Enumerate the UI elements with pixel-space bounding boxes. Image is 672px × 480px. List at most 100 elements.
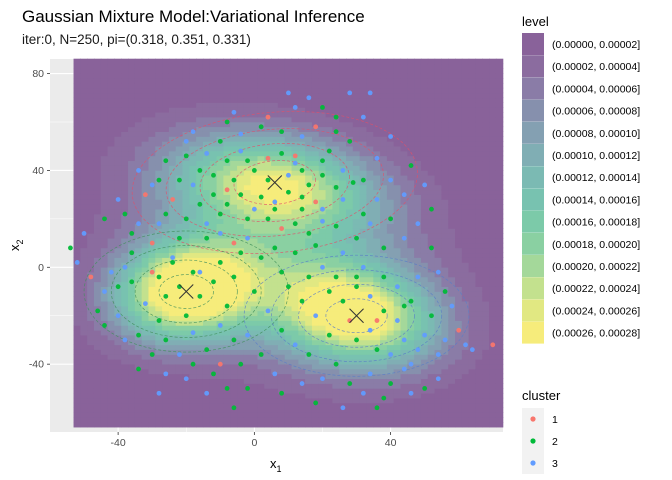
density-cell [434, 339, 442, 346]
density-cell [325, 402, 333, 409]
density-cell [202, 339, 211, 346]
density-cell [134, 359, 143, 365]
density-cell [373, 320, 381, 326]
data-point [347, 90, 353, 96]
density-cell [339, 320, 347, 326]
density-cell [291, 170, 299, 176]
density-cell [414, 184, 422, 191]
density-cell [448, 310, 456, 317]
density-cell [162, 189, 170, 195]
density-cell [448, 402, 456, 409]
density-cell [468, 247, 477, 254]
density-cell [284, 102, 293, 108]
density-cell [216, 257, 225, 263]
density-cell [134, 305, 143, 312]
density-cell [475, 252, 483, 258]
density-cell [420, 174, 429, 181]
density-cell [332, 305, 340, 312]
density-cell [482, 237, 490, 244]
density-cell [407, 325, 415, 331]
density-cell [162, 97, 170, 103]
data-point [374, 347, 380, 353]
density-cell [257, 160, 265, 166]
density-cell [291, 233, 299, 239]
density-cell [250, 145, 259, 152]
density-cell [441, 325, 449, 331]
density-cell [427, 359, 436, 365]
density-cell [311, 102, 320, 108]
data-point [367, 90, 373, 96]
density-cell [414, 378, 422, 384]
density-cell [284, 397, 293, 404]
density-cell [434, 329, 442, 336]
density-cell [216, 116, 225, 123]
density-cell [257, 78, 265, 84]
data-point [469, 347, 475, 353]
density-cell [168, 378, 177, 384]
density-cell [305, 68, 313, 74]
density-cell [332, 247, 340, 254]
density-cell [291, 320, 299, 326]
density-cell [264, 82, 272, 89]
density-cell [475, 320, 483, 326]
density-cell [455, 329, 463, 336]
density-cell [277, 373, 286, 380]
density-cell [100, 155, 109, 162]
density-cell [448, 150, 456, 157]
density-cell [128, 233, 136, 239]
density-cell [346, 223, 354, 229]
density-cell [230, 363, 238, 370]
data-point [292, 221, 298, 227]
density-cell [455, 208, 463, 215]
data-point [211, 192, 216, 198]
density-cell [366, 339, 374, 346]
density-cell [482, 252, 490, 258]
density-cell [305, 397, 313, 404]
density-cell [441, 126, 449, 132]
density-cell [346, 141, 354, 147]
density-cell [196, 116, 204, 123]
density-cell [475, 325, 483, 331]
density-cell [305, 92, 313, 99]
density-cell [155, 296, 163, 302]
density-cell [380, 68, 388, 74]
density-cell [461, 102, 470, 108]
density-cell [298, 296, 306, 302]
density-cell [107, 242, 116, 249]
density-cell [468, 165, 477, 171]
density-cell [414, 170, 422, 176]
density-cell [332, 291, 340, 297]
density-cell [73, 73, 81, 79]
density-cell [182, 97, 190, 103]
density-cell [230, 165, 238, 171]
density-cell [448, 184, 456, 191]
density-cell [271, 412, 279, 418]
density-cell [475, 218, 483, 225]
density-cell [346, 329, 354, 336]
density-cell [489, 349, 497, 355]
density-cell [298, 397, 306, 404]
density-cell [448, 305, 456, 312]
density-cell [489, 97, 497, 103]
density-cell [489, 262, 497, 268]
density-cell [427, 160, 436, 166]
density-cell [162, 373, 170, 380]
density-cell [107, 305, 116, 312]
density-cell [250, 300, 259, 307]
density-cell [196, 78, 204, 84]
density-cell [455, 383, 463, 389]
density-cell [332, 300, 340, 307]
density-cell [93, 300, 102, 307]
density-cell [407, 315, 415, 321]
density-cell [162, 315, 170, 321]
density-cell [427, 412, 436, 418]
density-cell [380, 252, 388, 258]
density-cell [121, 305, 129, 312]
density-cell [482, 339, 490, 346]
density-cell [141, 383, 150, 389]
density-cell [339, 329, 347, 336]
density-cell [461, 150, 470, 157]
density-cell [93, 281, 102, 287]
density-cell [230, 131, 238, 137]
density-cell [468, 291, 477, 297]
